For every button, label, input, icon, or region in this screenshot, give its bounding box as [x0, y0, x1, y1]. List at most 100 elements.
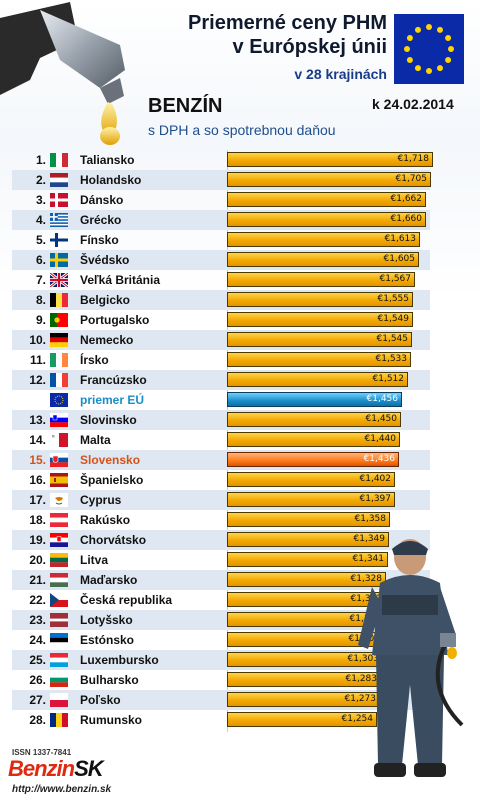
country-label: Luxembursko — [80, 653, 159, 667]
price-bar: €1,456 — [227, 392, 402, 407]
france-flag-icon — [50, 373, 68, 387]
country-label: Belgicko — [80, 293, 131, 307]
price-bar: €1,660 — [227, 212, 426, 227]
table-row: 27. Poľsko €1,273 — [12, 690, 430, 710]
bulgaria-flag-icon — [50, 673, 68, 687]
rank-label: 26. — [29, 673, 46, 687]
table-row: 28. Rumunsko €1,254 — [12, 710, 430, 730]
table-row: 4. Grécko €1,660 — [12, 210, 430, 230]
table-row: 6. Švédsko €1,605 — [12, 250, 430, 270]
table-row: 25. Luxembursko €1,303 — [12, 650, 430, 670]
price-value-label: €1,358 — [354, 514, 387, 524]
price-value-label: €1,533 — [375, 354, 408, 364]
price-bar: €1,718 — [227, 152, 433, 167]
eu-star-icon — [445, 35, 452, 41]
sweden-flag-icon — [50, 253, 68, 267]
belgium-flag-icon — [50, 293, 68, 307]
country-label: Francúzsko — [80, 373, 147, 387]
poland-flag-icon — [50, 693, 68, 707]
eu-star-icon — [426, 24, 432, 30]
title-line-3: v 28 krajinách — [294, 66, 387, 82]
country-label: Litva — [80, 553, 109, 567]
website-link[interactable]: http://www.benzin.sk — [12, 784, 112, 795]
netherlands-flag-icon — [50, 173, 68, 187]
country-label: Bulharsko — [80, 673, 139, 687]
czech-flag-icon — [50, 593, 68, 607]
price-bar: €1,605 — [227, 252, 419, 267]
price-bar: €1,349 — [227, 532, 389, 547]
price-value-label: €1,567 — [379, 274, 412, 284]
latvia-flag-icon — [50, 613, 68, 627]
table-row: 23.Lotyšsko€1,314 — [12, 610, 430, 630]
price-bar: €1,402 — [227, 472, 395, 487]
table-row: priemer EÚ €1,456 — [12, 390, 430, 410]
austria-flag-icon — [50, 513, 68, 527]
rank-label: 3. — [35, 193, 46, 207]
germany-flag-icon — [50, 333, 68, 347]
country-label: Portugalsko — [80, 313, 150, 327]
price-value-label: €1,303 — [347, 654, 380, 664]
logo-main: Benzin — [8, 756, 75, 781]
table-row: 2. Holandsko €1,705 — [12, 170, 431, 190]
price-bar: €1,254 — [227, 712, 377, 727]
price-bar: €1,662 — [227, 192, 426, 207]
country-label: Švédsko — [80, 253, 130, 267]
portugal-flag-icon — [50, 313, 68, 327]
rank-label: 18. — [29, 513, 46, 527]
eu-star-icon — [406, 57, 413, 63]
price-bar: €1,567 — [227, 272, 415, 287]
greece-flag-icon — [50, 213, 68, 227]
price-value-label: €1,718 — [397, 154, 430, 164]
rank-label: 22. — [29, 593, 46, 607]
table-row: 7. Veľká Británia €1,567 — [12, 270, 430, 290]
rank-label: 20. — [29, 553, 46, 567]
italy-flag-icon — [50, 153, 68, 167]
country-label: Lotyšsko — [80, 613, 133, 627]
rank-label: 14. — [29, 433, 46, 447]
price-value-label: €1,662 — [390, 194, 423, 204]
price-bar: €1,358 — [227, 512, 390, 527]
romania-flag-icon — [50, 713, 68, 727]
table-row: 17. Cyprus €1,397 — [12, 490, 430, 510]
table-row: 10. Nemecko €1,545 — [12, 330, 430, 350]
eu-star-icon — [415, 26, 421, 33]
cyprus-flag-icon — [50, 493, 68, 507]
title-line-2: v Európskej únii — [232, 36, 387, 58]
title-line-1: Priemerné ceny PHM — [188, 12, 387, 34]
country-label: Španielsko — [80, 473, 144, 487]
rank-label: 9. — [35, 313, 46, 327]
price-value-label: €1,545 — [376, 334, 409, 344]
rank-label: 21. — [29, 573, 46, 587]
price-value-label: €1,397 — [359, 494, 392, 504]
denmark-flag-icon — [50, 193, 68, 207]
price-bar: €1,613 — [227, 232, 420, 247]
table-row: 22. Česká republika €1,322 — [12, 590, 430, 610]
country-label: Slovinsko — [80, 413, 137, 427]
table-row: 9. Portugalsko €1,549 — [12, 310, 430, 330]
country-label: Slovensko — [80, 453, 141, 467]
table-row: 15. Slovensko €1,436 — [12, 450, 430, 470]
country-label: Holandsko — [80, 173, 142, 187]
price-value-label: €1,512 — [372, 374, 405, 384]
rank-label: 2. — [35, 173, 46, 187]
rank-label: 16. — [29, 473, 46, 487]
table-row: 13. Slovinsko €1,450 — [12, 410, 430, 430]
price-bar: €1,545 — [227, 332, 412, 347]
eu-star-icon — [415, 65, 421, 72]
price-bar: €1,450 — [227, 412, 401, 427]
price-bar: €1,322 — [227, 592, 386, 607]
rank-label: 17. — [29, 493, 46, 507]
price-value-label: €1,402 — [359, 474, 392, 484]
rank-label: 8. — [35, 293, 46, 307]
table-row: 26. Bulharsko €1,283 — [12, 670, 430, 690]
eu-flag-icon — [394, 14, 464, 84]
price-bar: €1,555 — [227, 292, 413, 307]
lithuania-flag-icon — [50, 553, 68, 567]
price-bar: €1,328 — [227, 572, 386, 587]
table-row: 21. Maďarsko €1,328 — [12, 570, 430, 590]
price-bar: €1,549 — [227, 312, 413, 327]
price-bar: €1,303 — [227, 652, 383, 667]
price-value-label: €1,613 — [384, 234, 417, 244]
rank-label: 28. — [29, 713, 46, 727]
